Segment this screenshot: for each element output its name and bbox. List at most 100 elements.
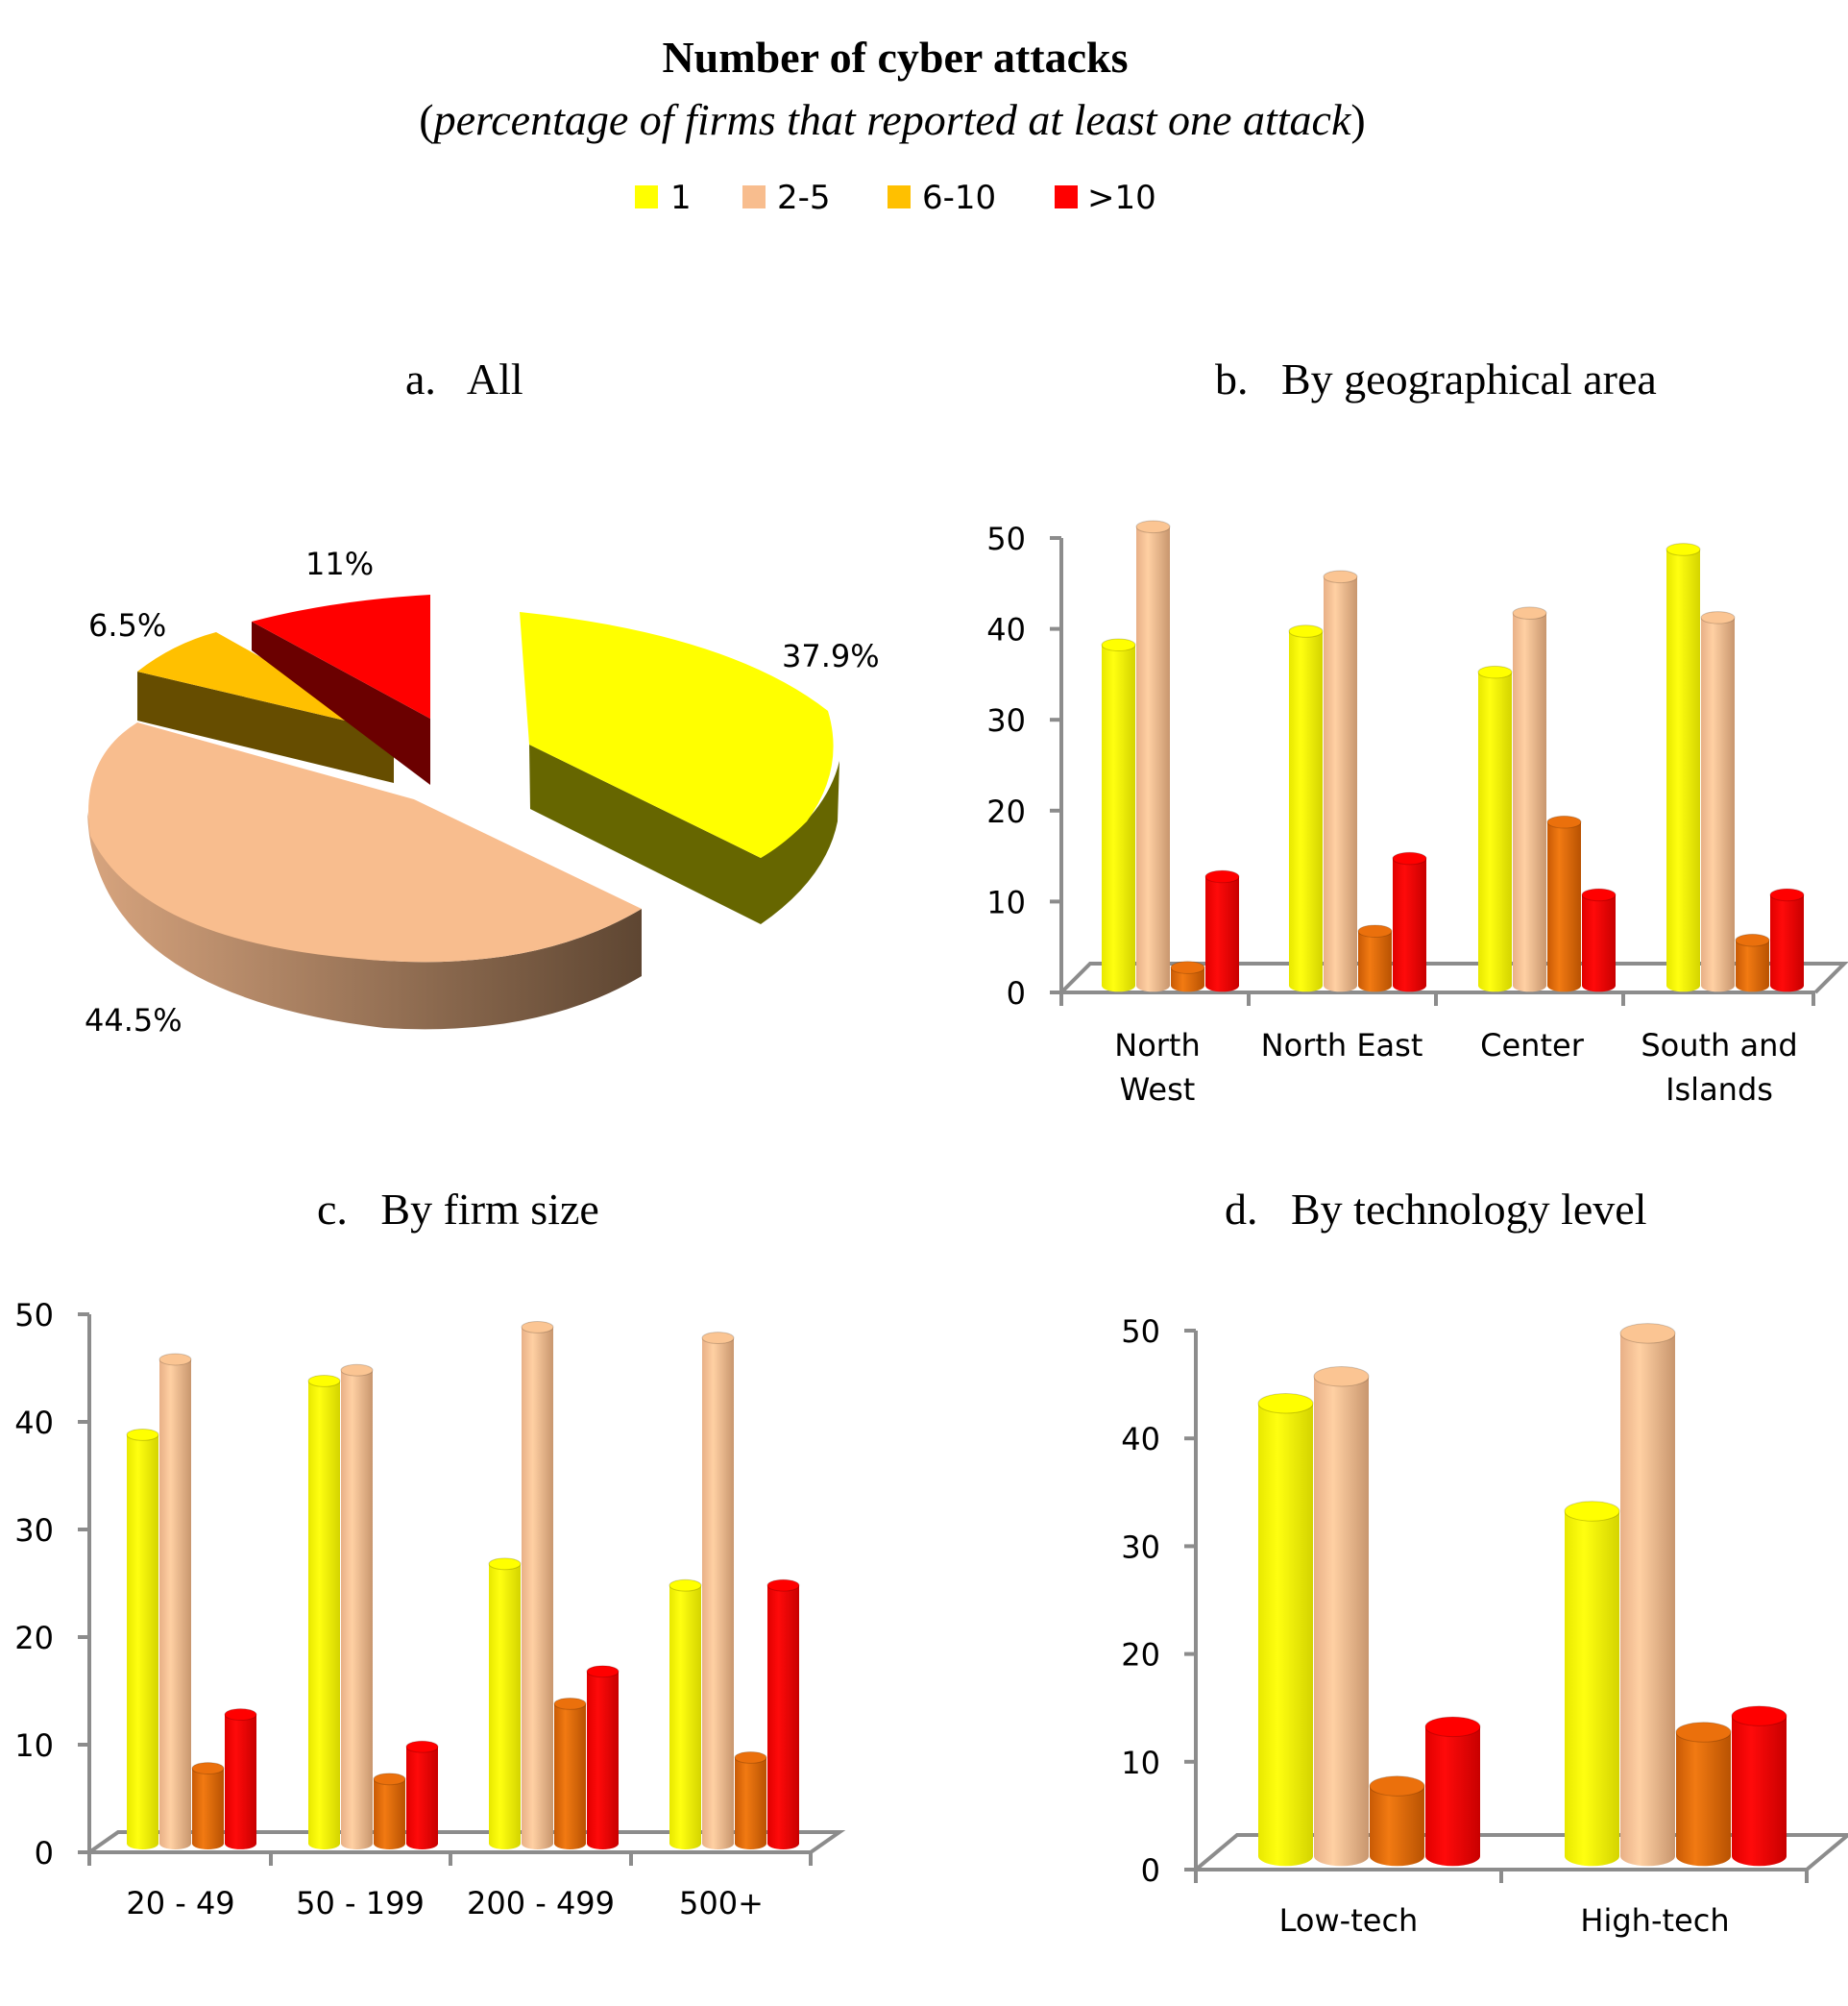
chart-subtitle: (percentage of firms that reported at le…	[419, 95, 1365, 144]
pie-slice-1	[520, 612, 834, 858]
pie-label-gt10: 11%	[305, 546, 374, 582]
bar-2-5	[341, 1370, 373, 1849]
bar-chart-geographical-area: 0 10 20 30 40 50 North West North East Center Sout…	[986, 520, 1848, 1108]
bar-top-cap	[1357, 924, 1393, 939]
bar-top-cap	[1512, 606, 1547, 620]
y-tick-label: 20	[986, 794, 1026, 830]
bar-gt10	[1205, 876, 1239, 992]
y-tick-label: 0	[35, 1835, 54, 1871]
bar-top-cap	[1564, 1501, 1620, 1522]
floor-back-edge	[1194, 1833, 1848, 1871]
bar-top-cap	[1546, 815, 1582, 829]
panel-d-title: d. By technology level	[1225, 1185, 1646, 1234]
legend-swatch-gt10	[1055, 185, 1078, 208]
bar-top-cap	[1769, 888, 1805, 902]
bar-chart-technology-level: 0 10 20 30 40 50 Low-tech High-tech	[1121, 1313, 1848, 1939]
bar-top-cap	[126, 1428, 159, 1441]
bar-top-cap	[1619, 1323, 1676, 1344]
bar-2-5	[1324, 576, 1357, 992]
bar-2-5	[1314, 1376, 1369, 1867]
bar-top-cap	[1204, 869, 1240, 884]
bar-top-cap	[1323, 570, 1358, 584]
bar-1	[489, 1563, 521, 1849]
bar-top-cap	[1101, 638, 1136, 652]
panel-b-title: b. By geographical area	[1215, 355, 1657, 404]
bar-6-10	[1370, 1786, 1424, 1867]
pie-chart: 37.9% 44.5% 6.5% 11%	[85, 546, 880, 1039]
pie-label-1: 37.9%	[782, 638, 880, 674]
y-tick-label: 50	[986, 521, 1026, 557]
bar-top-cap	[340, 1363, 374, 1377]
x-category-label: North East	[1261, 1027, 1423, 1064]
y-tick-label: 40	[14, 1405, 54, 1441]
legend-swatch-2-5	[742, 185, 766, 208]
bar-1	[1666, 549, 1700, 992]
bar-2-5	[1136, 526, 1170, 992]
floor-back-edge	[87, 1830, 846, 1854]
bar-2-5	[159, 1359, 191, 1849]
bar-top-cap	[1731, 1705, 1787, 1726]
bar-1	[1289, 631, 1323, 992]
bar-top-cap	[553, 1697, 587, 1710]
y-tick-label: 50	[1121, 1313, 1160, 1350]
bar-top-cap	[1170, 961, 1205, 974]
x-category-label: West	[1120, 1071, 1196, 1108]
pie-slice-1-side-inner	[529, 745, 761, 924]
pie-slice-6-10-side	[137, 672, 394, 783]
panel-a-title: a. All	[405, 355, 523, 404]
bar-6-10	[554, 1703, 586, 1849]
bar-top-cap	[1392, 851, 1427, 866]
pie-label-6-10: 6.5%	[88, 607, 166, 644]
y-tick-label: 0	[1141, 1852, 1160, 1889]
bar-1	[669, 1585, 701, 1849]
bar-6-10	[192, 1768, 224, 1849]
bar-top-cap	[307, 1374, 341, 1387]
pie-label-2-5: 44.5%	[85, 1002, 182, 1039]
bar-top-cap	[669, 1578, 702, 1592]
y-tick-label: 10	[14, 1727, 54, 1764]
bar-gt10	[1732, 1716, 1787, 1867]
y-tick-label: 0	[1007, 975, 1026, 1012]
legend-label-6-10: 6-10	[922, 179, 996, 217]
bar-1	[1565, 1510, 1619, 1867]
panel-c-title: c. By firm size	[317, 1185, 599, 1234]
y-tick-label: 30	[14, 1512, 54, 1549]
bar-top-cap	[224, 1708, 257, 1722]
bar-top-cap	[1257, 1393, 1314, 1414]
x-category-label: Islands	[1666, 1071, 1773, 1108]
bar-gt10	[587, 1671, 619, 1849]
bar-top-cap	[1369, 1775, 1425, 1797]
x-category-label: 200 - 499	[467, 1885, 615, 1921]
pie-slice-2-5-side	[87, 812, 642, 1030]
bar-gt10	[1582, 894, 1616, 992]
legend-label-2-5: 2-5	[777, 179, 831, 217]
bar-top-cap	[373, 1773, 406, 1786]
y-tick-label: 30	[986, 702, 1026, 739]
bar-gt10	[406, 1747, 438, 1849]
bar-top-cap	[1288, 624, 1324, 638]
bar-1	[308, 1381, 340, 1849]
bar-top-cap	[158, 1353, 192, 1366]
bar-gt10	[225, 1714, 256, 1849]
y-tick-label: 20	[14, 1620, 54, 1656]
y-tick-label: 40	[1121, 1421, 1160, 1457]
x-category-label: 20 - 49	[126, 1885, 234, 1921]
bar-6-10	[374, 1778, 405, 1849]
y-tick-label: 10	[986, 884, 1026, 920]
subtitle-open-paren: (	[419, 95, 433, 144]
bar-6-10	[1676, 1731, 1731, 1867]
bar-1	[1478, 672, 1512, 992]
legend-swatch-6-10	[888, 185, 911, 208]
y-tick-label: 20	[1121, 1637, 1160, 1674]
bar-6-10	[1736, 940, 1769, 992]
x-category-label: 50 - 199	[296, 1885, 425, 1921]
x-category-label: North	[1114, 1027, 1201, 1064]
bar-2-5	[1701, 617, 1735, 992]
pie-slice-2-5	[88, 722, 642, 963]
pie-slice-gt10	[252, 595, 430, 719]
bar-2-5	[1620, 1333, 1675, 1867]
subtitle-close-paren: )	[1350, 95, 1365, 144]
bar-top-cap	[766, 1578, 800, 1592]
subtitle-text: percentage of firms that reported at lea…	[431, 95, 1352, 144]
